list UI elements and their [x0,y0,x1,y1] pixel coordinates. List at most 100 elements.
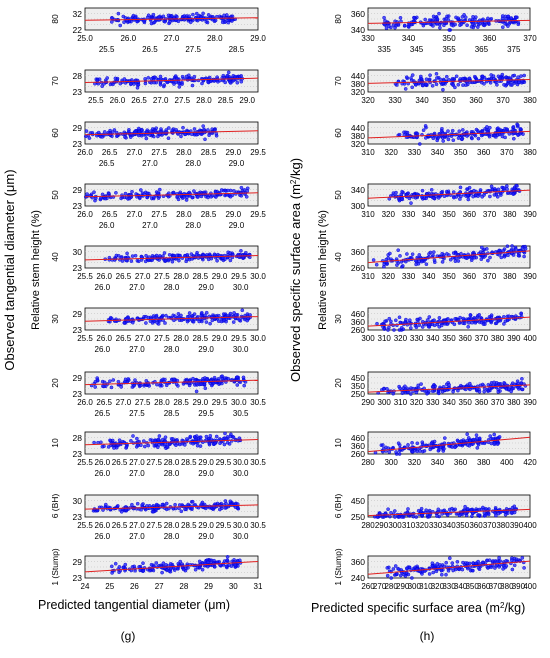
right-xlabel: Predicted specific surface area (m2/kg) [311,601,525,616]
data-point [441,509,446,513]
data-point [405,252,409,256]
x-tick-label: 380 [503,210,517,219]
x-tick-label: 400 [523,334,537,343]
data-point [182,14,187,18]
x-tick-label-secondary: 26.0 [99,221,115,230]
data-point [157,434,162,438]
x-tick-label: 27.5 [151,148,167,157]
data-point [239,185,244,190]
data-point [478,21,482,26]
data-point [215,258,219,263]
stem-height-value-label: 80 [50,14,60,24]
data-point [155,445,160,450]
data-point [226,20,231,25]
y-tick-label: 30 [73,496,83,506]
data-point [436,196,441,200]
data-point [223,431,227,436]
data-point [394,572,399,576]
data-point [404,75,409,79]
stem-height-value-label: 10 [333,438,343,448]
x-tick-label: 340 [442,398,456,407]
y-tick-label: 22 [73,25,83,35]
data-point [514,15,518,20]
x-tick-label: 29.5 [231,272,247,281]
data-point [419,506,424,511]
x-tick-label: 25.0 [77,34,93,43]
data-point [516,133,520,137]
fit-line [84,192,259,198]
x-tick-label: 29.5 [231,334,247,343]
data-point [470,136,474,141]
stem-height-value-label: 60 [333,128,343,138]
data-point [190,195,195,200]
data-point [410,440,414,445]
data-point [426,324,431,329]
data-point [100,444,105,449]
data-point [100,84,104,88]
data-point [434,569,439,574]
data-point [225,555,230,559]
data-point [518,127,523,131]
x-tick-label-secondary: 27.0 [129,345,145,354]
data-point [506,14,511,19]
x-tick-label: 350 [442,96,456,105]
data-point [507,314,511,319]
data-point [176,561,181,566]
data-point [396,248,401,252]
data-point [217,507,222,512]
data-point [445,513,450,517]
data-point [135,501,140,506]
data-point [511,125,516,129]
data-point [456,259,461,263]
data-point [436,565,440,569]
data-point [174,382,179,387]
x-tick-label: 29.5 [250,210,266,219]
x-tick-label: 370 [500,148,514,157]
data-point [431,253,435,258]
data-point [152,75,157,79]
data-point [230,19,234,23]
stem-height-value-label: 30 [333,314,343,324]
y-tick-label: 460 [351,433,365,443]
data-point [465,134,469,138]
x-tick-label: 390 [507,334,521,343]
x-tick-label: 340 [454,582,468,591]
x-tick-label: 340 [431,458,445,467]
data-point [207,441,212,446]
data-point [114,190,118,195]
data-point [141,439,146,443]
x-tick-label-secondary: 26.5 [131,96,147,105]
data-point [434,72,439,76]
right-outer-ylabel-suffix: /kg) [288,158,303,180]
data-point [137,195,142,200]
data-point [160,313,165,318]
data-point [133,253,138,258]
data-point [375,515,380,519]
data-point [119,509,124,514]
x-tick-label: 28.0 [164,458,180,467]
data-point [231,435,236,440]
fit-line [367,384,531,393]
data-point [385,573,390,578]
stem-height-value-label: 1 (Stump) [333,548,343,585]
data-point [398,573,403,578]
data-point [442,446,446,451]
data-point [224,436,229,441]
data-point [183,253,187,258]
y-tick-label: 23 [73,139,83,149]
data-point [461,316,466,321]
data-point [480,74,485,79]
data-point [393,318,398,323]
data-point [144,136,149,141]
y-tick-label: 440 [351,123,365,133]
data-point [502,82,506,87]
data-point [183,507,187,512]
x-tick-label: 300 [384,458,398,467]
data-point [447,382,451,387]
data-point [505,187,509,191]
data-point [450,506,454,511]
x-tick-label-secondary: 28.5 [164,409,180,418]
x-tick-label: 300 [378,398,392,407]
